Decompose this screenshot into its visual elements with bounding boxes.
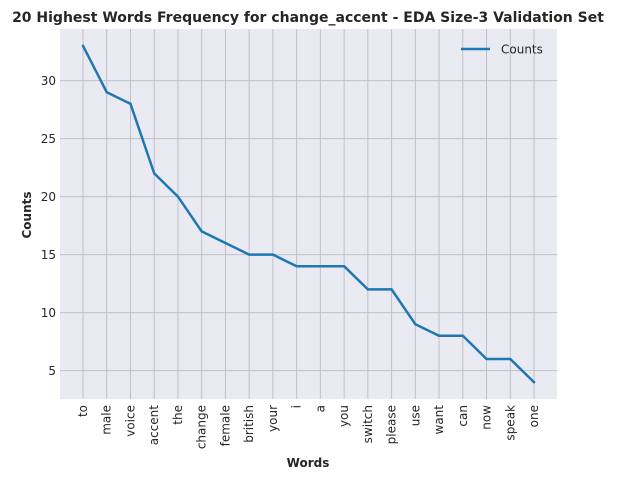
data-point bbox=[247, 253, 251, 256]
x-tick-label: one bbox=[527, 405, 541, 427]
chart-title: 20 Highest Words Frequency for change_ac… bbox=[12, 10, 604, 26]
plot-area bbox=[60, 29, 557, 399]
x-axis-ticks: to male voice accent the change female british y… bbox=[76, 405, 541, 449]
x-tick-label: a bbox=[313, 405, 327, 412]
x-axis-label: Words bbox=[287, 456, 330, 470]
y-axis-label: Counts bbox=[20, 191, 34, 238]
data-point bbox=[390, 288, 393, 291]
data-point bbox=[105, 91, 108, 94]
legend-label: Counts bbox=[501, 43, 543, 57]
y-tick-label: 20 bbox=[41, 190, 56, 204]
x-tick-label: change bbox=[195, 405, 209, 449]
x-tick-label: accent bbox=[147, 405, 161, 446]
data-point bbox=[271, 253, 275, 256]
x-tick-label: to bbox=[76, 405, 90, 417]
y-tick-label: 25 bbox=[41, 132, 56, 146]
data-point bbox=[509, 357, 512, 361]
x-tick-label: british bbox=[242, 405, 256, 443]
data-point bbox=[532, 380, 536, 384]
data-point bbox=[319, 264, 322, 268]
data-point bbox=[366, 288, 370, 291]
y-tick-label: 30 bbox=[41, 74, 56, 88]
data-point bbox=[295, 264, 298, 268]
x-tick-label: please bbox=[385, 405, 399, 444]
legend: Counts bbox=[461, 43, 543, 57]
x-tick-label: your bbox=[266, 405, 280, 432]
x-tick-label: speak bbox=[503, 405, 517, 441]
x-tick-label: male bbox=[100, 405, 114, 435]
data-point bbox=[129, 102, 132, 106]
y-tick-label: 5 bbox=[48, 364, 56, 378]
x-tick-label: can bbox=[456, 405, 470, 427]
series-layer bbox=[81, 44, 536, 384]
data-point bbox=[153, 172, 156, 175]
x-tick-label: you bbox=[337, 405, 351, 427]
data-point bbox=[437, 334, 441, 337]
x-tick-label: i bbox=[290, 405, 304, 408]
y-tick-label: 10 bbox=[41, 306, 56, 320]
data-point bbox=[461, 334, 464, 337]
data-point bbox=[81, 44, 85, 48]
data-point bbox=[414, 322, 417, 326]
series-line-counts bbox=[81, 44, 536, 384]
y-tick-label: 15 bbox=[41, 248, 56, 262]
x-tick-label: the bbox=[171, 405, 185, 425]
x-tick-label: voice bbox=[123, 405, 137, 437]
data-point bbox=[224, 241, 227, 245]
x-tick-label: want bbox=[432, 405, 446, 435]
data-point bbox=[485, 357, 488, 361]
x-tick-label: use bbox=[408, 405, 422, 426]
data-point bbox=[342, 264, 346, 268]
data-point bbox=[176, 195, 180, 198]
data-point bbox=[200, 230, 203, 233]
x-tick-label: switch bbox=[361, 405, 375, 443]
y-axis-ticks: 5 10 15 20 25 30 bbox=[41, 74, 56, 378]
x-tick-label: female bbox=[218, 405, 232, 446]
x-tick-label: now bbox=[480, 405, 494, 430]
